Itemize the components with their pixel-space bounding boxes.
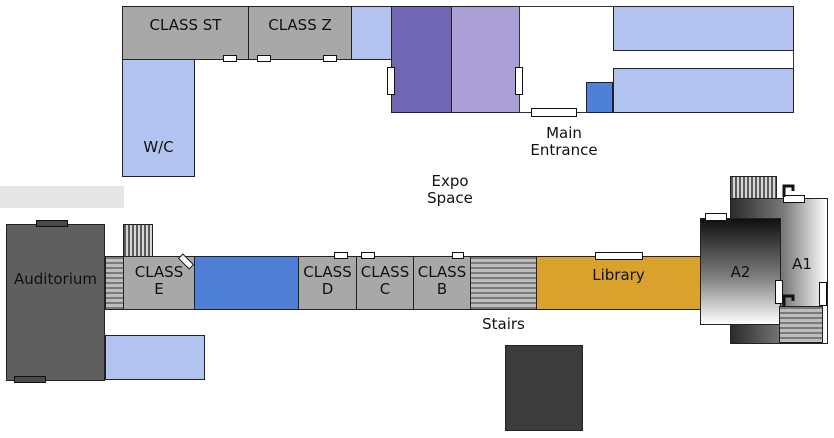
room-a2-label: A2 — [730, 263, 751, 281]
corridor-band — [0, 186, 124, 208]
main-entrance-label: Main Entrance — [530, 124, 598, 159]
room-class-c-label: CLASS C — [360, 263, 410, 298]
door[interactable] — [323, 55, 337, 62]
door[interactable] — [775, 280, 783, 304]
door[interactable] — [452, 252, 464, 259]
door[interactable] — [387, 67, 395, 95]
room-class-b[interactable] — [413, 256, 471, 310]
room-class-e-label: CLASS E — [134, 263, 184, 298]
stairs-a-bottom[interactable] — [779, 306, 823, 343]
room-a2[interactable] — [700, 218, 781, 325]
room-class-e[interactable] — [123, 256, 195, 310]
room-library-label: Library — [592, 266, 645, 284]
door[interactable] — [361, 252, 375, 259]
door[interactable] — [334, 252, 348, 259]
main-entrance-door[interactable] — [531, 108, 577, 117]
expo-space-label: Expo Space — [427, 172, 473, 207]
room-auditorium-label: Auditorium — [14, 270, 97, 288]
room-class-st[interactable] — [122, 6, 249, 60]
room-blue-strip-bottom[interactable] — [613, 68, 794, 113]
room-blue-small-square[interactable] — [586, 82, 613, 113]
room-class-st-label: CLASS ST — [149, 16, 222, 34]
door[interactable] — [819, 282, 827, 306]
room-dark-block[interactable] — [505, 345, 583, 431]
room-blue-lower-left[interactable] — [105, 335, 205, 380]
room-wc-label: W/C — [143, 138, 174, 156]
room-a1-label: A1 — [792, 255, 812, 273]
room-blue-strip-top[interactable] — [613, 6, 794, 51]
door[interactable] — [257, 55, 271, 62]
door[interactable] — [705, 213, 727, 221]
stairs-class-e[interactable] — [123, 224, 153, 257]
auditorium-door-bottom[interactable] — [14, 376, 46, 383]
room-blue-corridor[interactable] — [194, 256, 299, 310]
door-library[interactable] — [595, 252, 643, 260]
stairs-label: Stairs — [482, 315, 525, 333]
room-auditorium[interactable] — [6, 224, 105, 381]
stairs-main[interactable] — [470, 256, 537, 310]
room-class-z-label: CLASS Z — [268, 16, 332, 34]
room-wc[interactable] — [122, 59, 195, 177]
room-class-d[interactable] — [298, 256, 357, 310]
door[interactable] — [223, 55, 237, 62]
room-class-d-label: CLASS D — [303, 263, 352, 298]
door[interactable] — [783, 195, 805, 203]
door[interactable] — [515, 67, 523, 95]
auditorium-door-top[interactable] — [36, 220, 68, 227]
room-class-b-label: CLASS B — [417, 263, 467, 298]
